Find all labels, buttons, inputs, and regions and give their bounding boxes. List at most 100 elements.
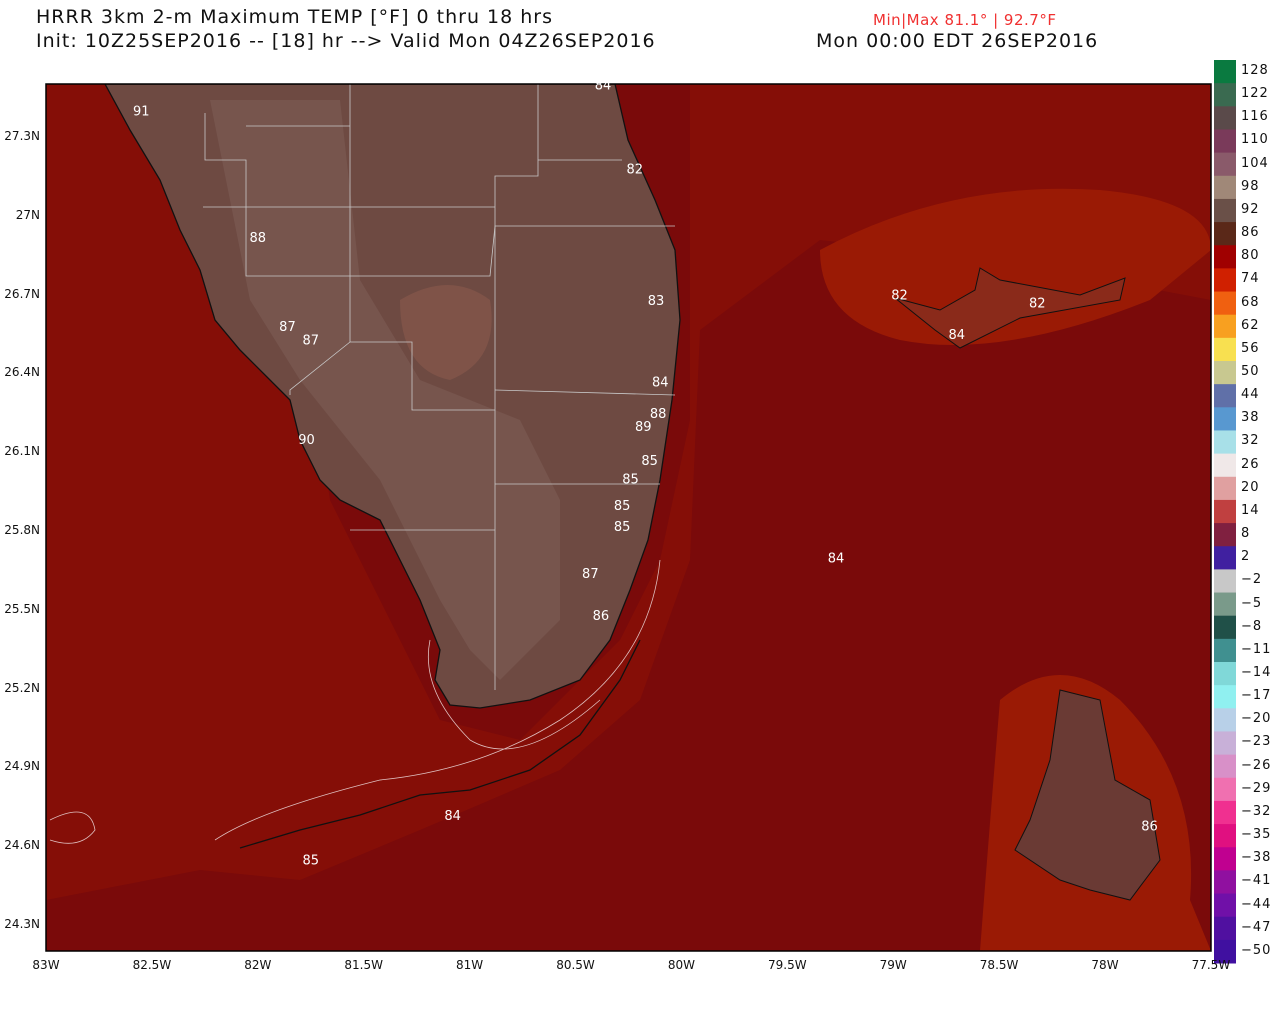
andros-island (1014, 689, 1161, 901)
point-value-label: 84 (444, 809, 461, 824)
lon-tick-label: 79W (879, 958, 907, 972)
colorbar-label: 56 (1241, 340, 1260, 356)
colorbar-label: −26 (1241, 757, 1272, 773)
florida-keys (239, 639, 641, 849)
colorbar-swatch (1214, 60, 1236, 84)
colorbar-swatch (1214, 453, 1236, 478)
point-value-label: 84 (595, 78, 612, 93)
colorbar-swatch (1214, 476, 1236, 501)
colorbar-swatch (1214, 407, 1236, 431)
lat-tick-label: 27N (15, 207, 40, 222)
point-value-label: 88 (250, 231, 267, 246)
colorbar-swatch (1214, 384, 1236, 408)
colorbar-label: 68 (1241, 294, 1260, 310)
point-value-label: 87 (582, 567, 599, 582)
colorbar-label: 122 (1241, 86, 1269, 102)
colorbar-label: 128 (1241, 63, 1269, 78)
colorbar-label: −5 (1241, 595, 1263, 611)
colorbar-label: 8 (1241, 526, 1251, 542)
colorbar-label: −32 (1241, 803, 1272, 819)
point-value-label: 82 (891, 289, 908, 304)
map-frame (45, 83, 1212, 952)
lake-okeechobee (400, 285, 492, 380)
colorbar-label: 116 (1241, 109, 1269, 125)
colorbar-swatch (1214, 152, 1236, 177)
point-value-label: 85 (614, 520, 631, 535)
colorbar-swatch (1214, 499, 1236, 524)
colorbar-label: 50 (1241, 364, 1260, 379)
colorbar-label: −8 (1241, 618, 1263, 634)
point-value-label: 91 (133, 105, 150, 120)
gulf-shelf (46, 84, 1211, 900)
colorbar-label: 74 (1241, 271, 1260, 287)
colorbar-swatch (1214, 939, 1236, 964)
point-value-label: 84 (948, 328, 965, 343)
point-value-label: 85 (641, 454, 658, 469)
colorbar-swatch (1214, 245, 1236, 269)
colorbar-swatch (1214, 731, 1236, 756)
point-value-label: 82 (1029, 297, 1046, 312)
lon-tick-label: 81.5W (344, 958, 383, 972)
point-value-label: 84 (828, 551, 845, 566)
colorbar-swatch (1214, 546, 1236, 570)
init-valid-line: Init: 10Z25SEP2016 -- [18] hr --> Valid … (36, 30, 656, 52)
colorbar-swatch (1214, 685, 1236, 709)
point-value-label: 82 (627, 163, 644, 178)
lon-tick-label: 78W (1091, 958, 1119, 972)
colorbar-label: −17 (1241, 688, 1272, 704)
colorbar-swatch (1214, 662, 1236, 686)
colorbar-swatch (1214, 916, 1236, 941)
colorbar-label: −47 (1241, 919, 1272, 935)
lat-tick-label: 25.5N (4, 601, 40, 616)
colorbar-label: 14 (1241, 502, 1260, 518)
colorbar-swatch (1214, 615, 1236, 640)
colorbar-label: 2 (1241, 549, 1251, 565)
lon-tick-label: 83W (32, 958, 60, 972)
colorbar-label: −50 (1241, 942, 1272, 958)
colorbar-swatch (1214, 800, 1236, 825)
colorbar-label: 62 (1241, 317, 1260, 333)
valid-local-time: Mon 00:00 EDT 26SEP2016 (816, 30, 1099, 52)
lon-tick-label: 78.5W (979, 958, 1019, 972)
colorbar-label: −29 (1241, 780, 1272, 796)
lon-tick-label: 81W (456, 958, 484, 972)
lon-tick-label: 82.5W (132, 958, 172, 972)
colorbar-label: −41 (1241, 873, 1272, 889)
colorbar-label: 110 (1241, 132, 1269, 148)
point-value-label: 83 (648, 294, 665, 309)
point-value-label: 87 (302, 333, 319, 348)
lat-tick-label: 26.4N (4, 365, 40, 380)
colorbar-swatch (1214, 777, 1236, 802)
lon-tick-label: 82W (244, 958, 272, 972)
lat-tick-label: 25.2N (4, 680, 40, 695)
lat-tick-label: 25.8N (4, 523, 40, 538)
colorbar-swatch (1214, 870, 1236, 895)
colorbar-label: −35 (1241, 827, 1272, 843)
point-value-label: 85 (614, 499, 631, 514)
lat-tick-label: 24.6N (4, 838, 40, 853)
colorbar-label: −38 (1241, 850, 1272, 866)
colorbar-label: 86 (1241, 225, 1260, 241)
lon-tick-label: 80W (667, 958, 695, 972)
colorbar-label: 80 (1241, 248, 1260, 264)
point-value-label: 86 (593, 609, 610, 624)
point-value-label: 86 (1141, 819, 1158, 834)
colorbar-swatch (1214, 222, 1236, 246)
colorbar-swatch (1214, 893, 1236, 918)
colorbar-label: 38 (1241, 410, 1260, 426)
colorbar-swatch (1214, 198, 1236, 223)
colorbar-swatch (1214, 847, 1236, 871)
point-value-label: 85 (302, 853, 319, 868)
interior-highlands (210, 100, 560, 680)
colorbar-swatch (1214, 175, 1236, 200)
colorbar-swatch (1214, 569, 1236, 594)
point-value-label: 85 (622, 473, 639, 488)
colorbar-swatch (1214, 708, 1236, 732)
county-lines (203, 84, 676, 690)
colorbar-label: 26 (1241, 456, 1260, 472)
min-max-readout: Min|Max 81.1° | 92.7°F (873, 11, 1057, 29)
colorbar-swatch (1214, 314, 1236, 339)
colorbar-label: 44 (1241, 387, 1260, 403)
colorbar-label: −23 (1241, 734, 1272, 750)
